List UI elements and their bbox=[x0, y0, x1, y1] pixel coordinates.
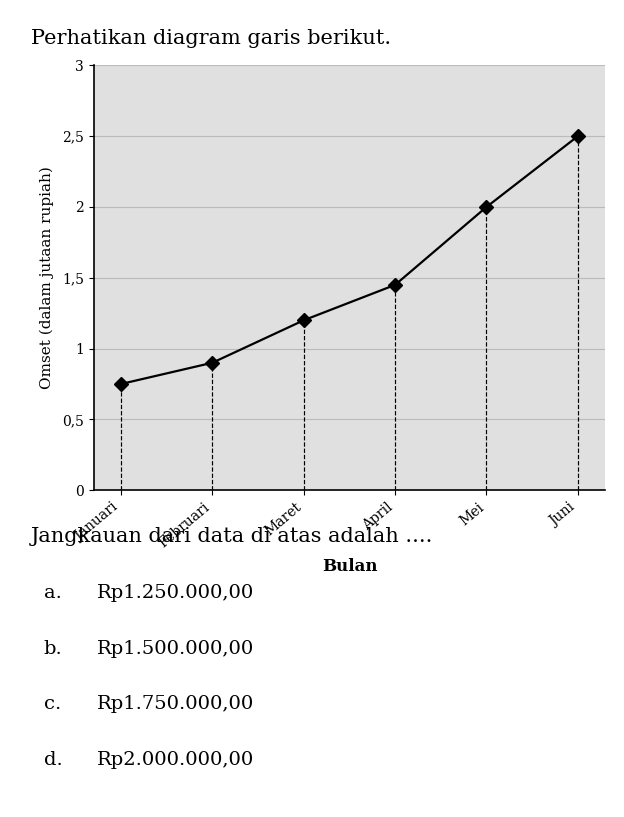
Text: Perhatikan diagram garis berikut.: Perhatikan diagram garis berikut. bbox=[31, 29, 391, 47]
Y-axis label: Omset (dalam jutaan rupiah): Omset (dalam jutaan rupiah) bbox=[39, 167, 54, 389]
Text: d.: d. bbox=[44, 751, 62, 769]
Text: c.: c. bbox=[44, 695, 61, 713]
Text: b.: b. bbox=[44, 640, 62, 658]
Text: Rp2.000.000,00: Rp2.000.000,00 bbox=[97, 751, 254, 769]
Text: Rp1.750.000,00: Rp1.750.000,00 bbox=[97, 695, 254, 713]
X-axis label: Bulan: Bulan bbox=[322, 559, 377, 575]
Text: Rp1.500.000,00: Rp1.500.000,00 bbox=[97, 640, 254, 658]
Text: a.: a. bbox=[44, 584, 62, 602]
Text: Jangkauan dari data di atas adalah ....: Jangkauan dari data di atas adalah .... bbox=[31, 527, 434, 546]
Text: Rp1.250.000,00: Rp1.250.000,00 bbox=[97, 584, 254, 602]
